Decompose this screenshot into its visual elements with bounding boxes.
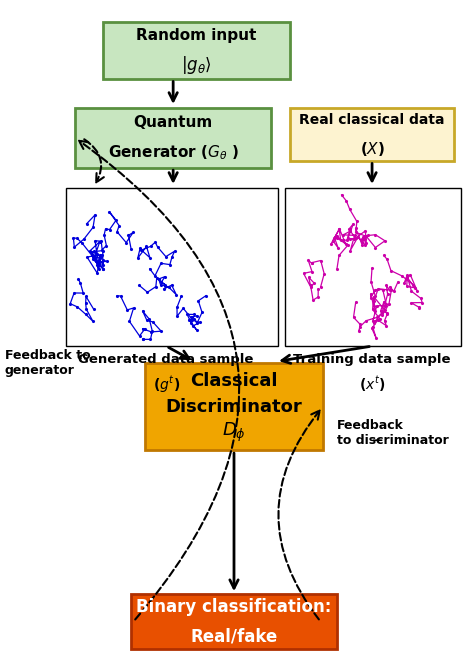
Text: Quantum: Quantum <box>133 116 213 130</box>
Text: Binary classification:: Binary classification: <box>136 598 332 616</box>
Text: ($X$): ($X$) <box>359 140 385 158</box>
Text: $D_\phi$: $D_\phi$ <box>222 421 246 444</box>
Text: Generated data sample: Generated data sample <box>79 353 254 366</box>
Text: Real/fake: Real/fake <box>190 628 278 645</box>
Text: ($x^t$): ($x^t$) <box>359 374 385 394</box>
Bar <box>66 188 278 346</box>
Bar <box>131 594 337 649</box>
Text: Classical: Classical <box>190 372 278 390</box>
Bar <box>145 363 323 450</box>
Bar <box>290 108 454 161</box>
Text: Real classical data: Real classical data <box>300 113 445 126</box>
Text: $|g_\theta\rangle$: $|g_\theta\rangle$ <box>181 54 212 76</box>
Text: Generator ($G_\theta$ ): Generator ($G_\theta$ ) <box>108 143 239 162</box>
Text: Random input: Random input <box>136 28 257 43</box>
Bar <box>103 22 290 79</box>
Text: Discriminator: Discriminator <box>166 398 302 415</box>
Text: ($g^t$): ($g^t$) <box>153 374 180 395</box>
Bar <box>75 108 271 168</box>
Text: Training data sample: Training data sample <box>293 353 451 366</box>
Bar <box>285 188 461 346</box>
Text: Feedback to
generator: Feedback to generator <box>5 349 90 377</box>
Text: Feedback
to disc̶riminator: Feedback to disc̶riminator <box>337 419 449 448</box>
